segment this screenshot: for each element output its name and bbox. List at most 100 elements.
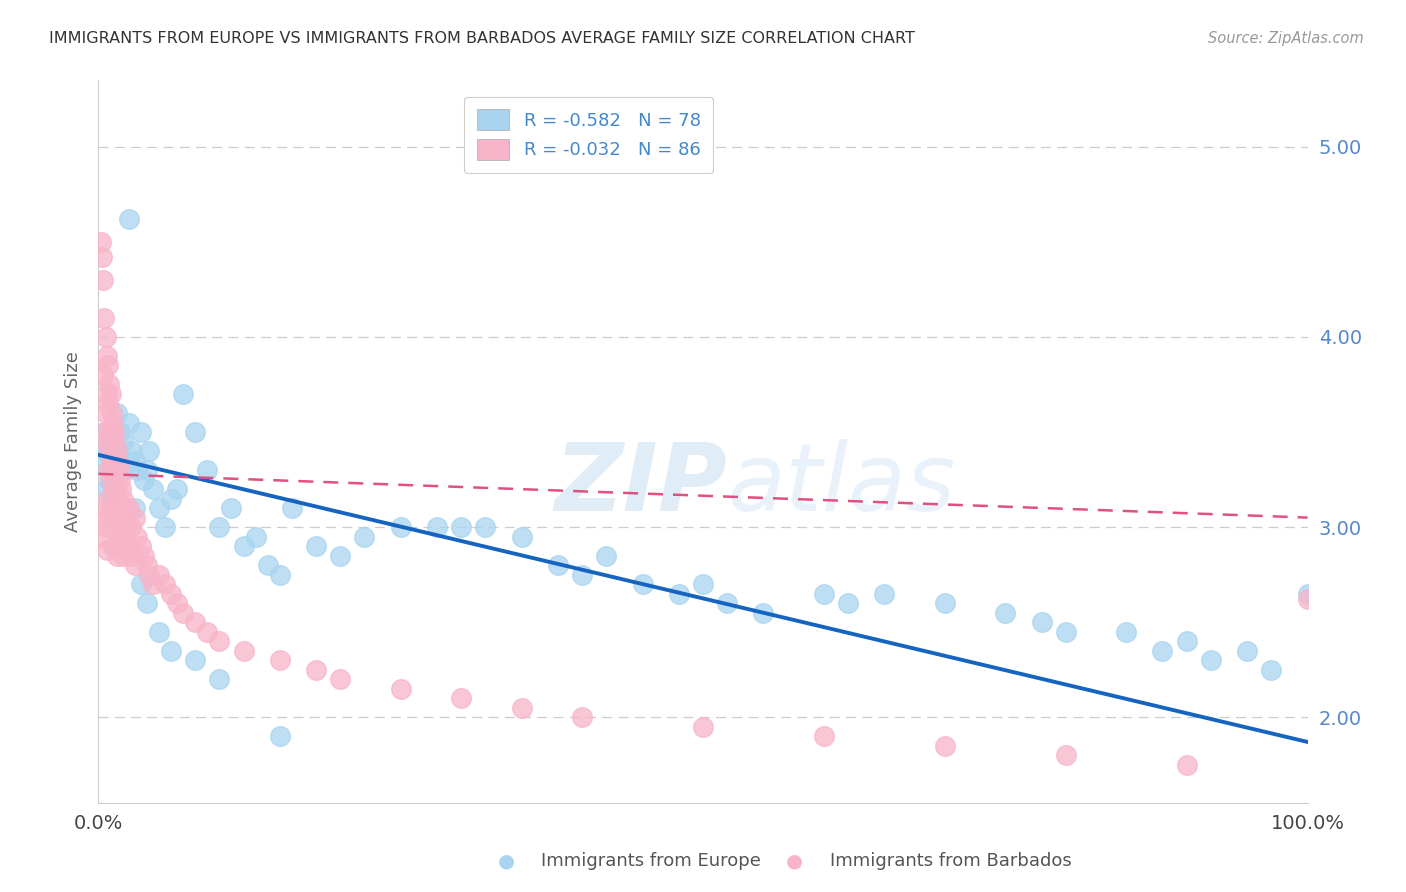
Point	[104, 434, 127, 449]
Point	[105, 406, 128, 420]
Y-axis label: Average Family Size: Average Family Size	[63, 351, 82, 532]
Point	[1296, 587, 1319, 601]
Point	[115, 520, 138, 534]
Point	[104, 491, 127, 506]
Point	[208, 634, 231, 648]
Point	[100, 491, 122, 506]
Point	[510, 700, 533, 714]
Point	[426, 520, 449, 534]
Point	[96, 387, 118, 401]
Text: Immigrants from Europe: Immigrants from Europe	[541, 852, 761, 870]
Point	[934, 596, 956, 610]
Point	[114, 463, 136, 477]
Point	[108, 425, 131, 439]
Point	[138, 567, 160, 582]
Point	[91, 250, 114, 264]
Text: ●: ●	[498, 851, 515, 871]
Point	[111, 549, 134, 563]
Point	[329, 549, 352, 563]
Legend: R = -0.582   N = 78, R = -0.032   N = 86: R = -0.582 N = 78, R = -0.032 N = 86	[464, 96, 713, 172]
Point	[101, 539, 124, 553]
Point	[221, 501, 243, 516]
Point	[103, 463, 125, 477]
Point	[97, 491, 120, 506]
Point	[668, 587, 690, 601]
Point	[129, 539, 152, 553]
Point	[105, 444, 128, 458]
Point	[1199, 653, 1222, 667]
Point	[127, 463, 149, 477]
Point	[305, 663, 328, 677]
Point	[114, 510, 136, 524]
Point	[160, 587, 183, 601]
Point	[135, 558, 157, 573]
Point	[547, 558, 569, 573]
Point	[98, 377, 121, 392]
Point	[135, 463, 157, 477]
Point	[752, 606, 775, 620]
Point	[135, 596, 157, 610]
Point	[100, 505, 122, 519]
Point	[112, 501, 135, 516]
Point	[93, 310, 115, 325]
Point	[100, 406, 122, 420]
Point	[91, 510, 114, 524]
Point	[97, 463, 120, 477]
Point	[134, 473, 156, 487]
Point	[837, 596, 859, 610]
Point	[873, 587, 896, 601]
Point	[108, 473, 131, 487]
Point	[450, 520, 472, 534]
Point	[994, 606, 1017, 620]
Point	[96, 434, 118, 449]
Point	[692, 577, 714, 591]
Point	[118, 416, 141, 430]
Point	[107, 444, 129, 458]
Point	[142, 482, 165, 496]
Point	[269, 567, 291, 582]
Point	[100, 444, 122, 458]
Point	[142, 577, 165, 591]
Text: Immigrants from Barbados: Immigrants from Barbados	[830, 852, 1071, 870]
Point	[93, 501, 115, 516]
Point	[1054, 624, 1077, 639]
Point	[96, 542, 118, 557]
Point	[195, 624, 218, 639]
Point	[111, 434, 134, 449]
Point	[105, 501, 128, 516]
Point	[172, 387, 194, 401]
Point	[118, 539, 141, 553]
Point	[94, 406, 117, 420]
Point	[108, 530, 131, 544]
Point	[329, 672, 352, 686]
Point	[353, 530, 375, 544]
Point	[96, 482, 118, 496]
Point	[101, 416, 124, 430]
Point	[208, 520, 231, 534]
Point	[716, 596, 738, 610]
Point	[108, 520, 131, 534]
Point	[93, 425, 115, 439]
Point	[100, 473, 122, 487]
Point	[208, 672, 231, 686]
Point	[124, 558, 146, 573]
Point	[124, 510, 146, 524]
Point	[121, 549, 143, 563]
Point	[1054, 748, 1077, 763]
Point	[100, 453, 122, 467]
Point	[94, 330, 117, 344]
Point	[153, 577, 176, 591]
Point	[108, 463, 131, 477]
Point	[110, 539, 132, 553]
Point	[103, 425, 125, 439]
Point	[121, 444, 143, 458]
Point	[184, 425, 207, 439]
Point	[232, 539, 254, 553]
Point	[692, 720, 714, 734]
Point	[571, 567, 593, 582]
Point	[184, 615, 207, 630]
Point	[172, 606, 194, 620]
Point	[813, 587, 835, 601]
Point	[107, 510, 129, 524]
Point	[120, 520, 142, 534]
